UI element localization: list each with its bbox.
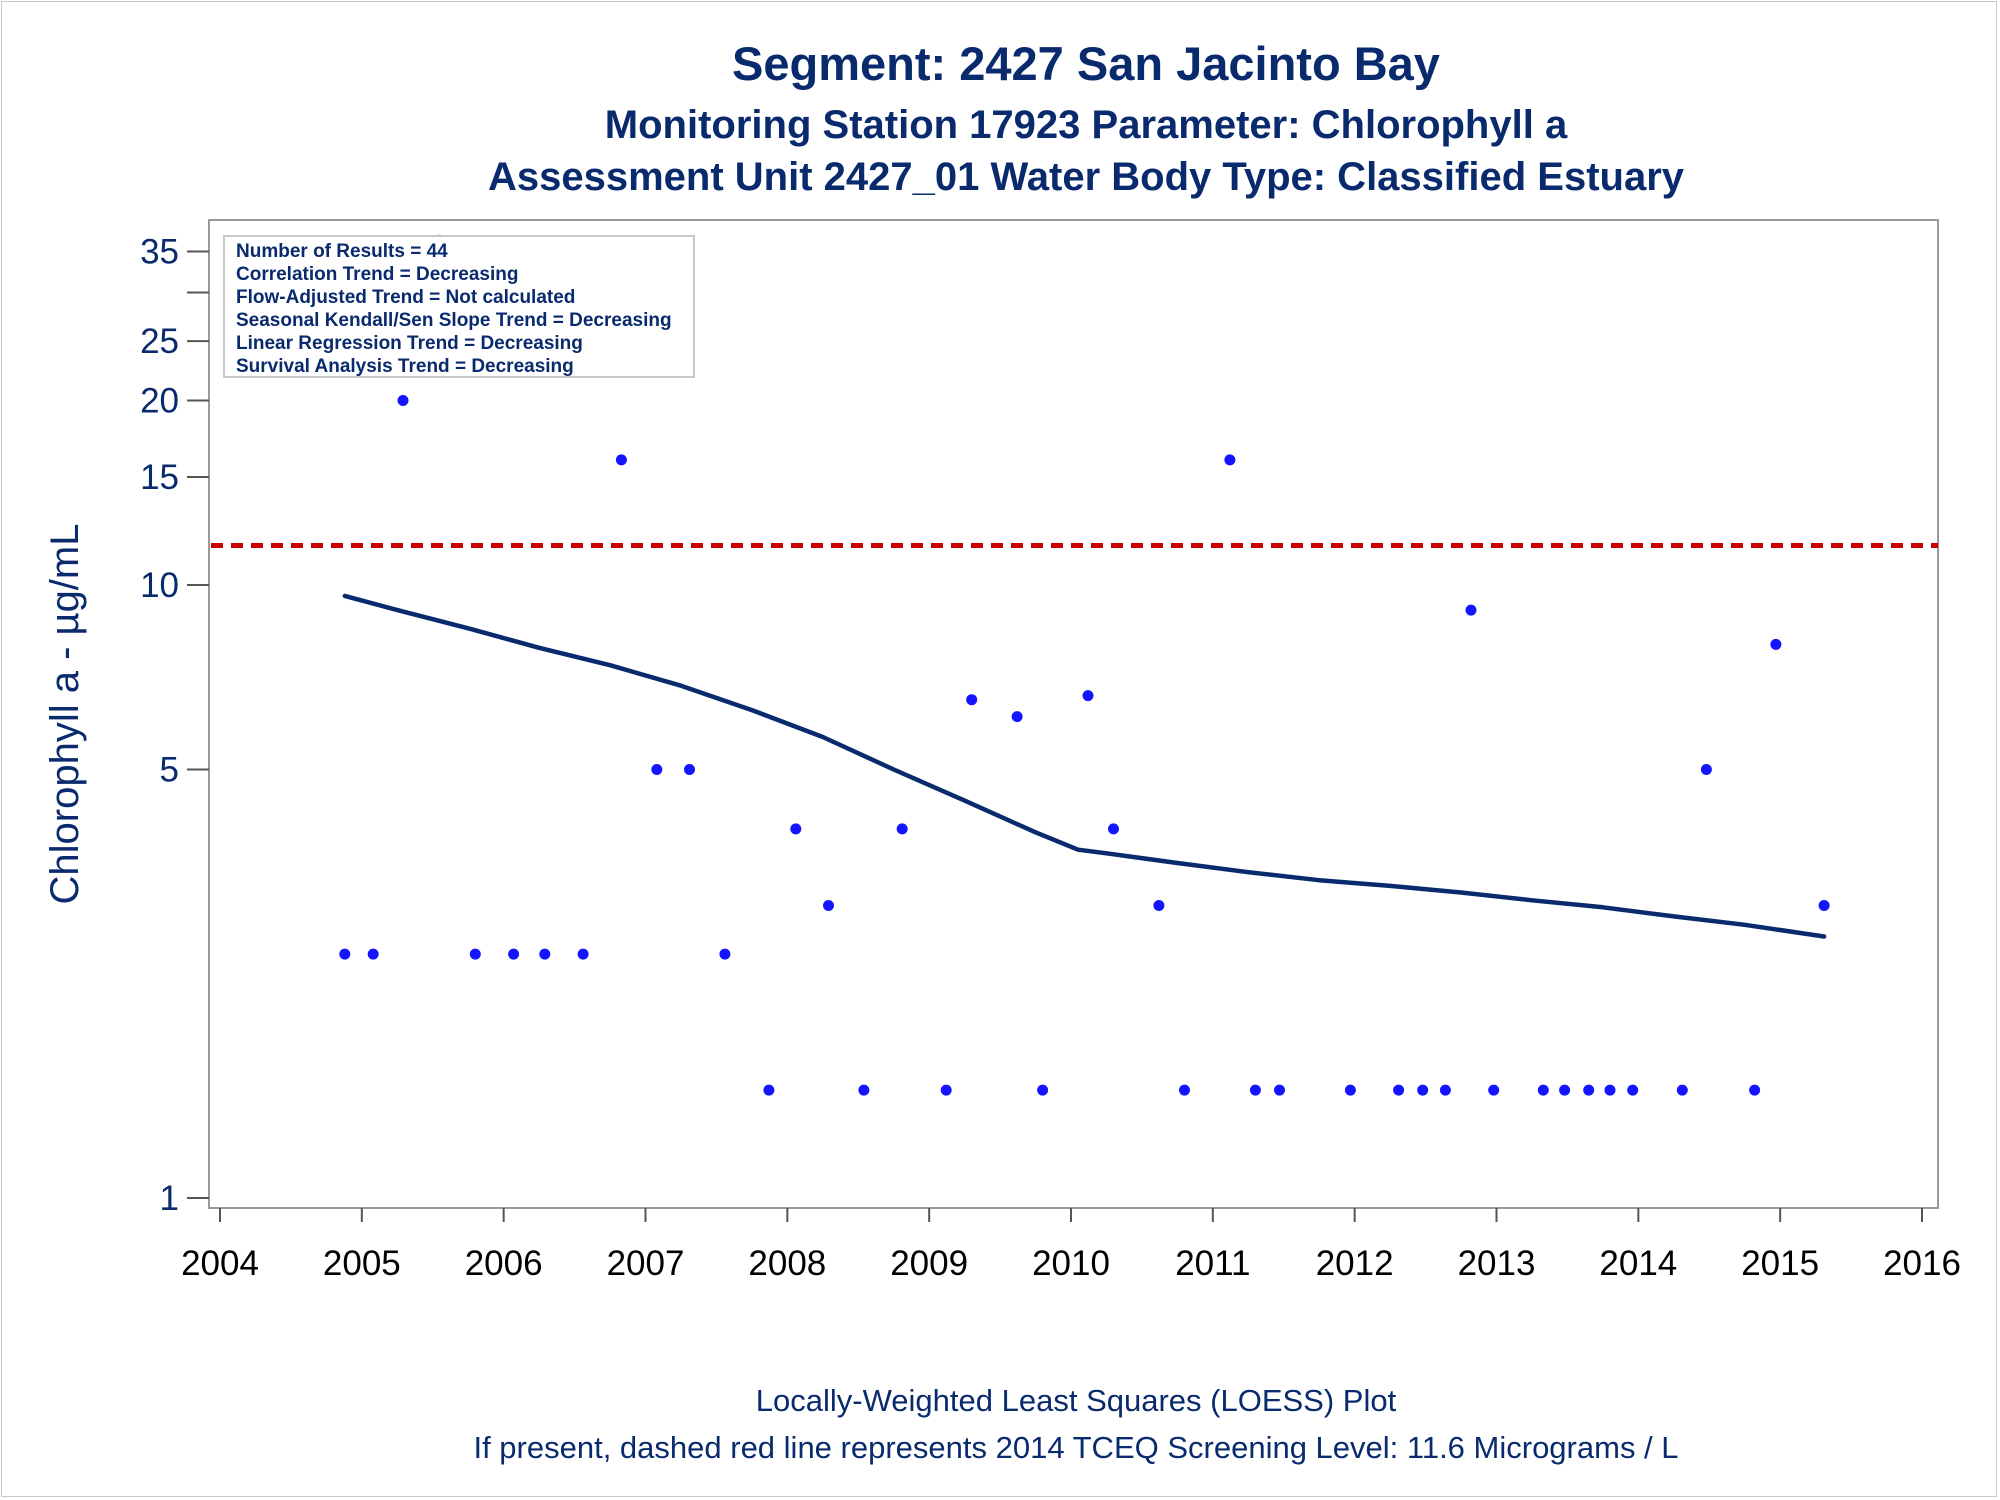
data-point — [1011, 711, 1023, 723]
data-point — [1537, 1084, 1549, 1096]
data-point — [1344, 1084, 1356, 1096]
data-point — [966, 694, 978, 706]
data-point — [1465, 604, 1477, 616]
y-tick-label: 20 — [140, 381, 179, 420]
series-layer — [339, 234, 1830, 1096]
data-point — [1604, 1084, 1616, 1096]
y-tick-label: 10 — [140, 566, 179, 605]
data-point — [1488, 1084, 1500, 1096]
data-point — [1393, 1084, 1405, 1096]
chart-subtitle-2: Assessment Unit 2427_01 Water Body Type:… — [488, 155, 1685, 199]
stat-correlation-trend: Correlation Trend = Decreasing — [236, 264, 518, 285]
data-point — [719, 948, 731, 960]
plot-area — [208, 219, 1939, 1209]
x-tick-label: 2015 — [1741, 1244, 1819, 1283]
stat-survival-analysis-trend: Survival Analysis Trend = Decreasing — [236, 356, 574, 377]
x-tick-label: 2008 — [748, 1244, 826, 1283]
x-tick-label: 2009 — [890, 1244, 968, 1283]
data-point — [684, 764, 695, 775]
loess-trend-line — [342, 593, 1827, 939]
data-point — [1439, 1084, 1451, 1096]
x-tick-label: 2013 — [1458, 1244, 1536, 1283]
y-tick-label: 25 — [140, 322, 179, 361]
footnote-loess: Locally-Weighted Least Squares (LOESS) P… — [756, 1383, 1397, 1418]
stat-flow-adjusted-trend: Flow-Adjusted Trend = Not calculated — [236, 287, 575, 308]
data-point — [1818, 900, 1830, 911]
x-tick-label: 2010 — [1032, 1244, 1110, 1283]
data-point — [397, 395, 409, 406]
data-point — [858, 1084, 870, 1096]
data-point — [1224, 454, 1236, 466]
data-point — [1417, 1084, 1429, 1096]
x-tick-label: 2012 — [1316, 1244, 1394, 1283]
data-point — [940, 1084, 952, 1096]
data-point — [651, 764, 663, 775]
data-point — [1559, 1084, 1571, 1096]
stats-box-frame — [223, 235, 695, 378]
chart-subtitle: Monitoring Station 17923 Parameter: Chlo… — [605, 103, 1568, 147]
data-point — [1153, 900, 1165, 911]
data-point — [1249, 1084, 1261, 1096]
x-tick-label: 2011 — [1175, 1244, 1250, 1283]
data-point — [763, 1084, 775, 1096]
y-tick-label: 15 — [140, 458, 179, 497]
chart-title: Segment: 2427 San Jacinto Bay — [732, 37, 1440, 90]
data-point — [577, 948, 589, 960]
x-tick-label: 2014 — [1599, 1244, 1677, 1283]
data-point — [469, 948, 481, 960]
x-axis: 2004 2005 2006 2007 2008 2009 2010 2011 2012 2013… — [181, 1208, 1961, 1283]
x-tick-label: 2004 — [181, 1244, 259, 1283]
data-point — [1627, 1084, 1639, 1096]
data-point — [1676, 1084, 1688, 1096]
y-axis-label: Chlorophyll a - µg/mL — [43, 524, 87, 905]
data-point — [615, 454, 627, 466]
stats-box: Number of Results = 44 Correlation Trend… — [223, 235, 695, 378]
x-tick-label: 2016 — [1883, 1244, 1961, 1283]
footnote-screening-level: If present, dashed red line represents 2… — [473, 1430, 1678, 1465]
data-point — [1082, 690, 1094, 702]
data-point — [1037, 1084, 1049, 1096]
data-point — [823, 900, 834, 911]
data-point — [790, 823, 802, 835]
data-point — [508, 948, 520, 960]
x-tick-label: 2007 — [607, 1244, 685, 1283]
data-point — [1108, 823, 1119, 835]
x-tick-label: 2005 — [323, 1244, 401, 1283]
data-point — [1770, 638, 1782, 650]
data-point — [1749, 1084, 1761, 1096]
data-point — [1700, 764, 1712, 775]
stat-linear-regression-trend: Linear Regression Trend = Decreasing — [236, 333, 583, 354]
y-tick-label: 35 — [140, 232, 179, 271]
stat-number-of-results: Number of Results = 44 — [236, 241, 448, 262]
data-point — [896, 823, 908, 835]
data-point — [1274, 1084, 1285, 1096]
data-point — [539, 948, 551, 960]
data-point — [1179, 1084, 1190, 1096]
data-point — [367, 948, 379, 960]
data-point — [1583, 1084, 1595, 1096]
data-point — [339, 948, 351, 960]
y-tick-label: 1 — [160, 1179, 179, 1218]
stat-seasonal-kendall-trend: Seasonal Kendall/Sen Slope Trend = Decre… — [236, 310, 672, 331]
x-tick-label: 2006 — [465, 1244, 543, 1283]
y-tick-label: 5 — [160, 751, 179, 790]
